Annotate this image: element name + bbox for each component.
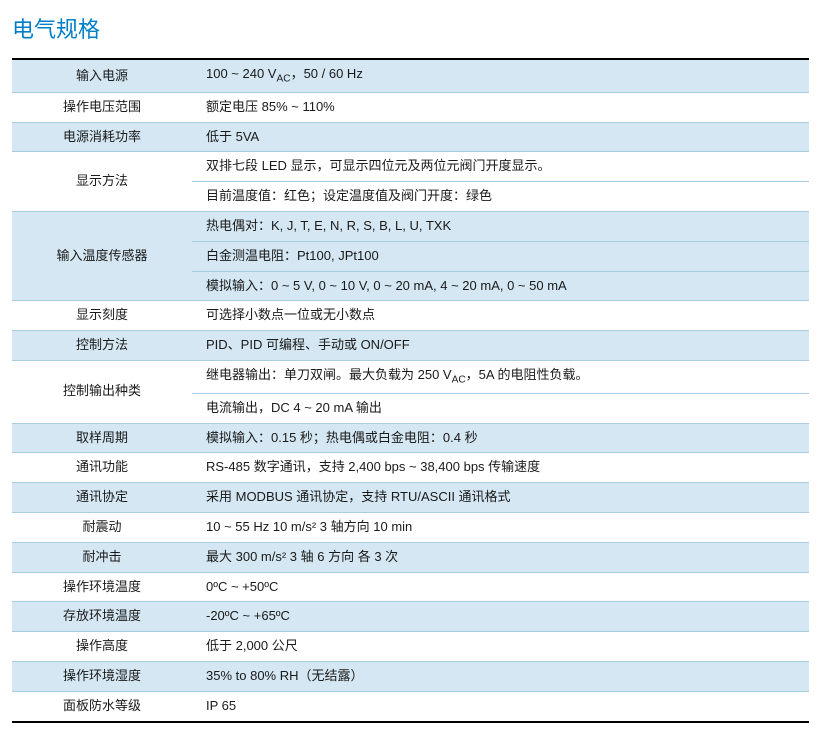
spec-row-label: 耐冲击 bbox=[12, 542, 192, 572]
spec-row-value: 低于 5VA bbox=[192, 122, 809, 152]
spec-row-value: 采用 MODBUS 通讯协定，支持 RTU/ASCII 通讯格式 bbox=[192, 483, 809, 513]
spec-row-label: 输入电源 bbox=[12, 59, 192, 92]
spec-row-label: 输入温度传感器 bbox=[12, 212, 192, 301]
spec-row-label: 操作电压范围 bbox=[12, 92, 192, 122]
spec-row-label: 取样周期 bbox=[12, 423, 192, 453]
spec-row-label: 电源消耗功率 bbox=[12, 122, 192, 152]
spec-row-label: 面板防水等级 bbox=[12, 691, 192, 721]
spec-row-label: 操作环境温度 bbox=[12, 572, 192, 602]
spec-row-value: 额定电压 85% ~ 110% bbox=[192, 92, 809, 122]
spec-row-value: 模拟输入：0.15 秒；热电偶或白金电阻：0.4 秒 bbox=[192, 423, 809, 453]
spec-row-value: 双排七段 LED 显示，可显示四位元及两位元阀门开度显示。 bbox=[192, 152, 809, 182]
spec-row-label: 操作高度 bbox=[12, 632, 192, 662]
spec-row-label: 存放环境温度 bbox=[12, 602, 192, 632]
spec-row-value: 100 ~ 240 VAC，50 / 60 Hz bbox=[192, 59, 809, 92]
spec-row-value: RS-485 数字通讯，支持 2,400 bps ~ 38,400 bps 传输… bbox=[192, 453, 809, 483]
spec-row-label: 控制方法 bbox=[12, 331, 192, 361]
spec-row-value: 10 ~ 55 Hz 10 m/s² 3 轴方向 10 min bbox=[192, 512, 809, 542]
spec-row-value: 电流输出，DC 4 ~ 20 mA 输出 bbox=[192, 393, 809, 423]
spec-row-label: 显示刻度 bbox=[12, 301, 192, 331]
section-title: 电气规格 bbox=[12, 12, 809, 44]
spec-row-label: 耐震动 bbox=[12, 512, 192, 542]
spec-row-label: 通讯功能 bbox=[12, 453, 192, 483]
spec-row-value: 白金测温电阻：Pt100, JPt100 bbox=[192, 241, 809, 271]
spec-row-value: 继电器输出：单刀双闸。最大负载为 250 VAC，5A 的电阻性负载。 bbox=[192, 360, 809, 393]
spec-row-value: 可选择小数点一位或无小数点 bbox=[192, 301, 809, 331]
spec-row-value: 0ºC ~ +50ºC bbox=[192, 572, 809, 602]
spec-row-label: 通讯协定 bbox=[12, 483, 192, 513]
spec-row-value: 目前温度值：红色；设定温度值及阀门开度：绿色 bbox=[192, 182, 809, 212]
spec-row-label: 显示方法 bbox=[12, 152, 192, 212]
spec-row-value: 35% to 80% RH（无结露） bbox=[192, 661, 809, 691]
spec-row-value: 热电偶对：K, J, T, E, N, R, S, B, L, U, TXK bbox=[192, 212, 809, 242]
spec-row-value: IP 65 bbox=[192, 691, 809, 721]
spec-row-label: 控制输出种类 bbox=[12, 360, 192, 423]
spec-row-value: -20ºC ~ +65ºC bbox=[192, 602, 809, 632]
spec-row-label: 操作环境湿度 bbox=[12, 661, 192, 691]
spec-row-value: PID、PID 可编程、手动或 ON/OFF bbox=[192, 331, 809, 361]
spec-row-value: 模拟输入：0 ~ 5 V, 0 ~ 10 V, 0 ~ 20 mA, 4 ~ 2… bbox=[192, 271, 809, 301]
spec-row-value: 低于 2,000 公尺 bbox=[192, 632, 809, 662]
spec-row-value: 最大 300 m/s² 3 轴 6 方向 各 3 次 bbox=[192, 542, 809, 572]
spec-table: 输入电源100 ~ 240 VAC，50 / 60 Hz操作电压范围额定电压 8… bbox=[12, 58, 809, 723]
